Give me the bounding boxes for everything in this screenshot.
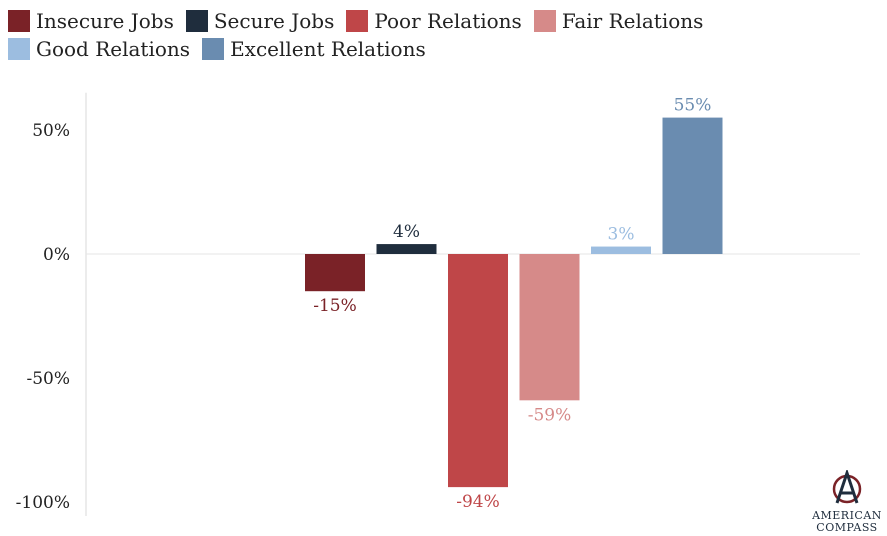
legend-item: Fair Relations: [533, 8, 704, 34]
legend-item: Poor Relations: [346, 8, 522, 34]
legend-swatch: [202, 38, 225, 60]
bar: [662, 117, 723, 254]
y-tick-label: 0%: [43, 245, 70, 265]
y-tick-label: -50%: [26, 369, 70, 389]
american-compass-logo: AMERICAN COMPASS: [806, 468, 887, 534]
data-label: -15%: [313, 296, 357, 316]
legend-label: Poor Relations: [374, 9, 522, 33]
compass-a-icon: [832, 468, 862, 504]
legend-swatch: [8, 10, 30, 32]
y-tick-label: -100%: [16, 493, 70, 513]
data-label: 55%: [674, 96, 712, 116]
legend-label: Good Relations: [36, 37, 191, 61]
legend-swatch: [8, 38, 30, 60]
bar: [376, 244, 437, 254]
legend-label: Fair Relations: [561, 9, 704, 33]
legend-item: Good Relations: [8, 36, 190, 62]
bar: [519, 254, 580, 401]
legend-swatch: [185, 10, 208, 32]
chart-legend: Insecure Jobs Secure Jobs Poor Relations Fa…: [8, 8, 887, 62]
legend-swatch: [533, 10, 556, 32]
legend-label: Excellent Relations: [230, 37, 426, 61]
logo-line-1: AMERICAN: [812, 509, 882, 522]
legend-label: Secure Jobs: [213, 9, 335, 33]
y-tick-label: 50%: [32, 121, 70, 141]
data-label: -59%: [528, 405, 572, 425]
legend-item: Secure Jobs: [185, 8, 335, 34]
logo-line-2: COMPASS: [816, 521, 878, 534]
legend-swatch: [346, 10, 369, 32]
bar: [305, 254, 365, 292]
legend-item: Excellent Relations: [202, 36, 426, 62]
legend-item: Insecure Jobs: [8, 8, 174, 34]
data-label: -94%: [456, 492, 500, 512]
data-label: 4%: [393, 222, 420, 242]
bar: [591, 246, 651, 254]
legend-label: Insecure Jobs: [36, 9, 174, 33]
data-label: 3%: [608, 225, 635, 245]
bar: [448, 254, 508, 488]
